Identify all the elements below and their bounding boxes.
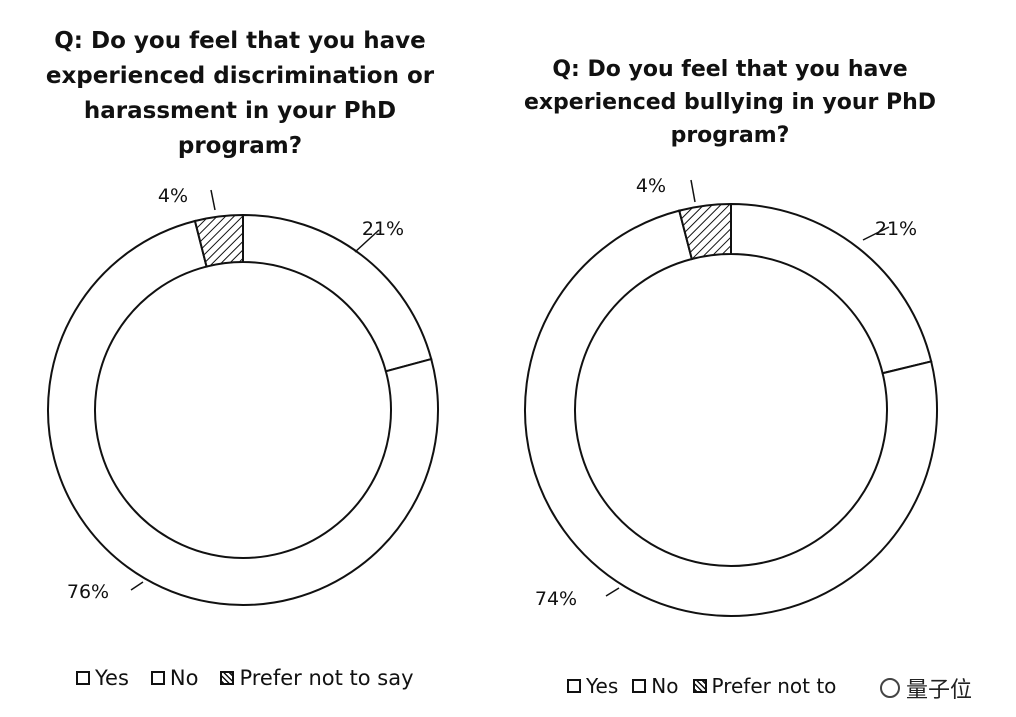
legend-swatch-no [150, 671, 165, 685]
legend-item-yes: Yes [567, 674, 618, 698]
donut-chart-1: 21% 76% 4% [47, 185, 439, 606]
leader-line-no [130, 581, 144, 591]
leader-line-no [605, 587, 620, 597]
legend-label-yes: Yes [586, 674, 619, 698]
leader-line-yes [354, 229, 380, 253]
watermark: 量子位 [880, 672, 972, 704]
leader-line-yes [862, 226, 890, 241]
legend-swatch-yes [76, 671, 90, 685]
legend-swatch-no [632, 679, 647, 693]
slice-no [47, 219, 439, 606]
data-label-prefer-not: 4% [158, 185, 188, 207]
leader-line-prefer-not [690, 179, 696, 203]
data-label-no: 74% [535, 588, 577, 610]
chart-2-legend: Yes No Prefer not to [567, 674, 850, 698]
chart-2-title: Q: Do you feel that you have experienced… [523, 57, 937, 148]
legend-swatch-prefer-not [220, 671, 235, 685]
legend-swatch-yes [567, 679, 581, 693]
slice-no [524, 209, 938, 617]
data-label-yes: 21% [875, 218, 917, 240]
chart-1-legend: Yes No Prefer not to say [76, 666, 436, 690]
leader-line-prefer-not [210, 189, 216, 211]
legend-item-no: No [632, 674, 679, 698]
legend-label-yes: Yes [95, 666, 129, 690]
legend-swatch-prefer-not [692, 679, 707, 693]
legend-label-no: No [651, 674, 679, 698]
data-label-yes: 21% [362, 218, 404, 240]
watermark-text: 量子位 [906, 678, 973, 703]
wechat-icon [880, 678, 900, 698]
legend-item-prefer-not: Prefer not to [692, 674, 837, 698]
legend-item-prefer-not: Prefer not to say [220, 666, 414, 690]
legend-item-no: No [150, 666, 199, 690]
legend-label-prefer-not: Prefer not to say [239, 666, 414, 690]
data-label-no: 76% [67, 581, 109, 603]
legend-label-no: No [169, 666, 199, 690]
legend-item-yes: Yes [76, 666, 129, 690]
chart-1-title: Q: Do you feel that you have experienced… [45, 28, 435, 159]
slice-prefer-not [193, 213, 244, 268]
donut-chart-2: 21% 74% 4% [524, 175, 938, 617]
slice-prefer-not [678, 202, 732, 261]
legend-label-prefer-not: Prefer not to [711, 674, 837, 698]
data-label-prefer-not: 4% [636, 175, 666, 197]
